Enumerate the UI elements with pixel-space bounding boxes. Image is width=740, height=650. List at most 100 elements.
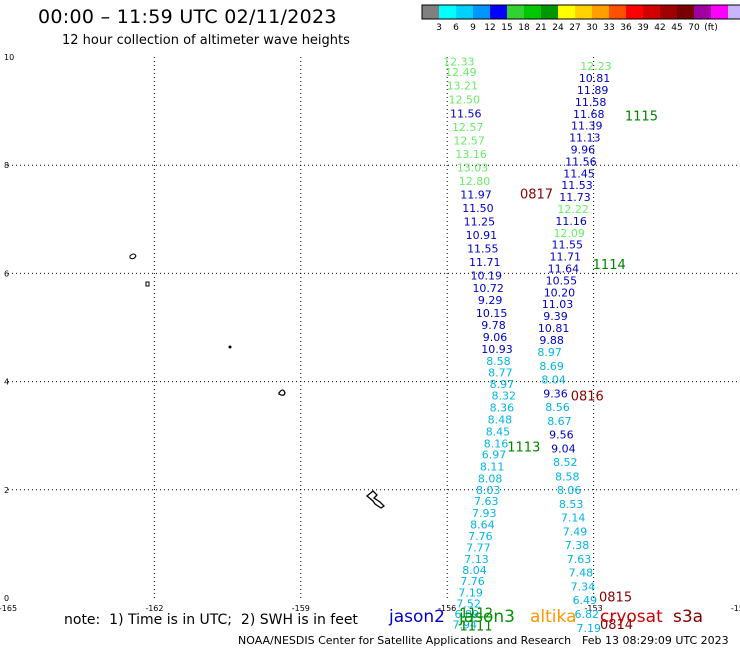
wave-height-point: 11.56 (565, 155, 597, 168)
wave-height-point: 7.19 (576, 622, 601, 635)
wave-height-point: 11.39 (571, 120, 603, 133)
wave-height-point: 8.48 (488, 413, 513, 426)
wave-height-point: 7.34 (571, 581, 596, 594)
wave-height-point: 9.04 (551, 443, 576, 456)
scale-swatch (711, 5, 728, 19)
wave-height-point: 12.49 (445, 66, 477, 79)
wave-height-point: 12.33 (443, 55, 475, 68)
wave-height-point: 8.32 (492, 390, 517, 403)
wave-height-point: 8.04 (462, 564, 487, 577)
wave-height-point: 12.80 (459, 175, 491, 188)
wave-height-point: 11.71 (469, 256, 501, 269)
scale-swatch (541, 5, 558, 19)
wave-height-point: 11.03 (542, 298, 574, 311)
wave-height-point: 7.93 (472, 507, 497, 520)
island-outline (365, 490, 386, 509)
scale-swatch (728, 5, 740, 19)
scale-swatch (677, 5, 694, 19)
x-tick-label: -159 (292, 604, 310, 613)
wave-height-point: 6.82 (575, 608, 600, 621)
scale-swatch (575, 5, 592, 19)
wave-height-point: 8.53 (559, 498, 584, 511)
wave-height-point: 8.52 (553, 456, 578, 469)
wave-height-point: 11.68 (573, 108, 605, 121)
scale-swatch (592, 5, 609, 19)
wave-height-point: 8.58 (555, 470, 580, 483)
scale-label: 27 (569, 23, 580, 33)
wave-height-point: 10.20 (544, 286, 576, 299)
legend-jason2: jason2 (389, 607, 445, 627)
pass-label: 1115 (625, 109, 658, 124)
scale-label: 15 (501, 23, 512, 33)
island-outline (278, 389, 286, 396)
wave-height-point: 11.58 (575, 96, 607, 109)
wave-height-point: 7.14 (561, 511, 586, 524)
wave-height-point: 8.97 (490, 378, 515, 391)
wave-height-point: 7.76 (468, 530, 493, 543)
legend-altika: altika (530, 607, 577, 627)
wave-height-point: 11.50 (462, 202, 494, 215)
wave-height-point: 8.11 (480, 461, 505, 474)
scale-swatch (473, 5, 490, 19)
wave-height-point: 6.97 (482, 449, 507, 462)
wave-height-point: 8.04 (541, 373, 566, 386)
wave-height-point: 11.45 (563, 167, 595, 180)
scale-label: (ft) (704, 23, 718, 33)
wave-height-point: 9.06 (483, 331, 508, 344)
wave-height-point: 12.23 (580, 60, 612, 73)
wave-height-point: 11.56 (450, 107, 482, 120)
pass-label: 0816 (571, 390, 604, 405)
pass-label: 1114 (593, 258, 626, 273)
wave-height-point: 7.52 (456, 597, 481, 610)
island-outline (228, 345, 232, 349)
scale-label: 21 (535, 23, 546, 33)
wave-height-point: 8.56 (545, 401, 570, 414)
wave-height-point: 11.64 (548, 263, 580, 276)
pass-label: 0817 (520, 187, 553, 202)
wave-height-point: 6.89 (454, 608, 479, 621)
wave-height-point: 9.36 (543, 388, 568, 401)
wave-height-point: 7.77 (466, 542, 491, 555)
wave-height-point: 11.16 (555, 215, 587, 228)
island-outline (129, 253, 137, 260)
generated-timestamp: Feb 13 08:29:09 UTC 2023 (582, 634, 729, 647)
scale-swatch (524, 5, 541, 19)
wave-height-point: 7.38 (565, 539, 590, 552)
scale-label: 39 (637, 23, 649, 33)
scale-label: 3 (436, 23, 442, 33)
scale-swatch (439, 5, 456, 19)
scale-label: 18 (518, 23, 530, 33)
scale-label: 9 (470, 23, 476, 33)
wave-height-point: 10.91 (466, 229, 498, 242)
wave-height-point: 9.56 (549, 429, 574, 442)
scale-swatch (609, 5, 626, 19)
wave-height-point: 10.93 (481, 343, 513, 356)
wave-height-point: 11.71 (550, 251, 582, 264)
chart-subtitle: 12 hour collection of altimeter wave hei… (62, 33, 350, 48)
wave-height-point: 12.22 (557, 203, 589, 216)
wave-height-point: 9.29 (478, 294, 503, 307)
scale-swatch (456, 5, 473, 19)
wave-height-point: 11.97 (460, 188, 492, 201)
island-outline (145, 281, 150, 287)
wave-height-point: 8.06 (557, 484, 582, 497)
chart-title: 00:00 – 11:59 UTC 02/11/2023 (38, 6, 337, 28)
scale-swatch (694, 5, 711, 19)
wave-height-point: 11.73 (559, 191, 591, 204)
wave-height-point: 9.78 (481, 319, 506, 332)
wave-height-point: 11.53 (561, 179, 593, 192)
wave-height-point: 12.50 (449, 94, 481, 107)
y-tick-label: 10 (4, 53, 14, 62)
wave-height-point: 8.97 (537, 346, 562, 359)
wave-height-point: 7.63 (567, 553, 592, 566)
wave-height-point: 10.19 (470, 270, 502, 283)
wave-height-point: 8.03 (476, 484, 501, 497)
wave-height-point: 11.55 (551, 239, 583, 252)
pass-label: 0815 (599, 590, 632, 605)
y-tick-label: 2 (4, 486, 9, 495)
wave-height-point: 8.64 (470, 518, 495, 531)
x-tick-label: -150 (731, 604, 740, 613)
scale-label: 70 (688, 23, 700, 33)
scale-swatch (507, 5, 524, 19)
